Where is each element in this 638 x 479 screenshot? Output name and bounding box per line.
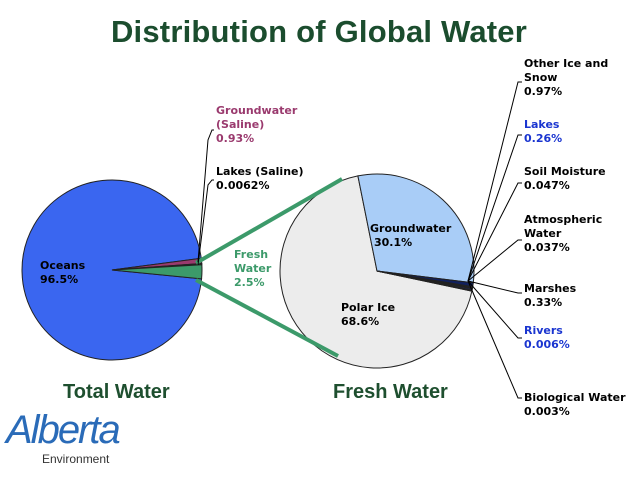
label-fresh-water: Fresh Water 2.5% — [234, 248, 271, 290]
label-other-ice-value: 0.97% — [524, 85, 563, 98]
leader-lakes-saline — [197, 179, 214, 266]
slice-fresh-water — [111, 264, 203, 280]
label-rivers: Rivers 0.006% — [524, 324, 570, 352]
label-groundwater: Groundwater 30.1% — [370, 222, 451, 250]
label-lakes-value: 0.26% — [524, 132, 563, 145]
caption-total-water: Total Water — [63, 381, 170, 403]
leader-other-ice — [467, 81, 522, 282]
label-fresh-water-line2: Water — [234, 262, 272, 275]
slice-groundwater — [357, 173, 475, 284]
chart-title: Distribution of Global Water — [110, 14, 528, 49]
label-marshes-name: Marshes — [524, 282, 577, 295]
leader-atmospheric-water — [467, 239, 522, 282]
leader-lakes — [467, 134, 522, 282]
label-groundwater-name: Groundwater — [370, 222, 452, 235]
label-lakes: Lakes 0.26% — [524, 118, 562, 146]
label-rivers-name: Rivers — [524, 324, 563, 337]
label-biological-water: Biological Water 0.003% — [524, 391, 626, 419]
label-rivers-value: 0.006% — [524, 338, 570, 351]
logo-subtitle: Environment — [42, 452, 110, 466]
leader-marshes — [467, 280, 522, 294]
caption-fresh-water: Fresh Water — [333, 381, 448, 403]
connector-bottom — [195, 278, 339, 358]
leader-biological-water — [467, 280, 522, 399]
alberta-logo: Alberta Environment — [6, 408, 121, 466]
label-polar-ice-value: 68.6% — [341, 315, 380, 328]
label-other-ice-line1: Other Ice and — [524, 57, 609, 70]
label-polar-ice: Polar Ice 68.6% — [341, 301, 395, 329]
label-lakes-saline-name: Lakes (Saline) — [216, 165, 304, 178]
connector-top — [195, 177, 343, 265]
leader-rivers — [467, 280, 522, 339]
label-atmospheric-value: 0.037% — [524, 241, 570, 254]
label-biological-value: 0.003% — [524, 405, 570, 418]
label-other-ice-line2: Snow — [524, 71, 558, 84]
leader-groundwater-saline — [197, 129, 214, 263]
label-soil-moisture: Soil Moisture 0.047% — [524, 165, 606, 193]
label-marshes-value: 0.33% — [524, 296, 563, 309]
label-oceans-name: Oceans — [40, 259, 86, 272]
label-biological-name: Biological Water — [524, 391, 626, 404]
label-atmospheric-line1: Atmospheric — [524, 213, 603, 226]
label-atmospheric-water: Atmospheric Water 0.037% — [524, 213, 602, 255]
label-lakes-saline: Lakes (Saline) 0.0062% — [216, 165, 304, 193]
label-marshes: Marshes 0.33% — [524, 282, 576, 310]
slice-oceans — [21, 179, 203, 361]
label-fresh-water-line1: Fresh — [234, 248, 269, 261]
label-groundwater-saline-line2: (Saline) — [216, 118, 265, 131]
label-lakes-name: Lakes — [524, 118, 560, 131]
label-groundwater-saline-value: 0.93% — [216, 132, 255, 145]
label-groundwater-value: 30.1% — [374, 236, 413, 249]
label-fresh-water-value: 2.5% — [234, 276, 265, 289]
label-lakes-saline-value: 0.0062% — [216, 179, 270, 192]
label-groundwater-saline: Groundwater (Saline) 0.93% — [216, 104, 297, 146]
leader-soil-moisture — [467, 182, 522, 282]
label-soil-moisture-value: 0.047% — [524, 179, 570, 192]
label-other-ice: Other Ice and Snow 0.97% — [524, 57, 608, 99]
label-atmospheric-line2: Water — [524, 227, 562, 240]
label-oceans: Oceans 96.5% — [40, 259, 85, 287]
label-polar-ice-name: Polar Ice — [341, 301, 396, 314]
label-soil-moisture-name: Soil Moisture — [524, 165, 606, 178]
label-oceans-value: 96.5% — [40, 273, 79, 286]
label-groundwater-saline-line1: Groundwater — [216, 104, 298, 117]
logo-wordmark: Alberta — [6, 408, 121, 452]
